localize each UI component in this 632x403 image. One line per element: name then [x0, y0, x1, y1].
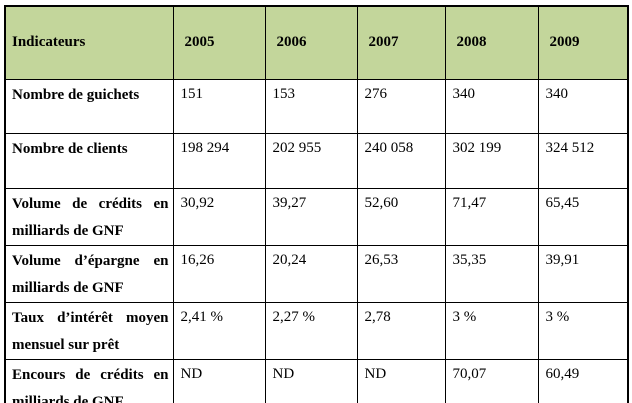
table-row-volume-credits: Volume de crédits en milliards de GNF 30…	[4, 187, 629, 246]
value-cell: 302 199	[444, 132, 539, 189]
value-cell: ND	[172, 358, 266, 403]
value-cell: 240 058	[356, 132, 446, 189]
header-cell-indicateurs: Indicateurs	[4, 5, 174, 80]
value-cell: 2,27 %	[264, 301, 358, 360]
value-cell: 39,27	[264, 187, 358, 246]
value-cell: 70,07	[444, 358, 539, 403]
value-cell: 71,47	[444, 187, 539, 246]
indicator-label-cell: Nombre de clients	[4, 132, 174, 189]
table-row-encours-credits: Encours de crédits en milliards de GNF N…	[4, 358, 629, 403]
value-cell: 3 %	[537, 301, 629, 360]
value-cell: 16,26	[172, 244, 266, 303]
value-cell: 202 955	[264, 132, 358, 189]
table-row-guichets: Nombre de guichets 151 153 276 340 340	[4, 78, 629, 134]
value-cell: 151	[172, 78, 266, 134]
value-cell: 20,24	[264, 244, 358, 303]
value-cell: 276	[356, 78, 446, 134]
value-cell: 324 512	[537, 132, 629, 189]
value-cell: 3 %	[444, 301, 539, 360]
header-cell-year-2007: 2007	[356, 5, 446, 80]
value-cell: 39,91	[537, 244, 629, 303]
indicators-table: Indicateurs 2005 2006 2007 2008 2009 Nom…	[4, 5, 629, 403]
indicator-label-cell: Nombre de guichets	[4, 78, 174, 134]
indicator-label-cell: Volume d’épargne en milliards de GNF	[4, 244, 174, 303]
header-row: Indicateurs 2005 2006 2007 2008 2009	[4, 5, 629, 80]
value-cell: 65,45	[537, 187, 629, 246]
value-cell: 340	[537, 78, 629, 134]
value-cell: 153	[264, 78, 358, 134]
header-cell-year-2005: 2005	[172, 5, 266, 80]
indicator-label-cell: Encours de crédits en milliards de GNF	[4, 358, 174, 403]
value-cell: 52,60	[356, 187, 446, 246]
value-cell: 340	[444, 78, 539, 134]
header-cell-year-2008: 2008	[444, 5, 539, 80]
table-row-clients: Nombre de clients 198 294 202 955 240 05…	[4, 132, 629, 189]
table-row-volume-epargne: Volume d’épargne en milliards de GNF 16,…	[4, 244, 629, 303]
value-cell: 2,41 %	[172, 301, 266, 360]
header-cell-year-2006: 2006	[264, 5, 358, 80]
indicator-label-cell: Volume de crédits en milliards de GNF	[4, 187, 174, 246]
table-row-taux-interet: Taux d’intérêt moyen mensuel sur prêt 2,…	[4, 301, 629, 360]
indicator-label-cell: Taux d’intérêt moyen mensuel sur prêt	[4, 301, 174, 360]
value-cell: 2,78	[356, 301, 446, 360]
value-cell: 26,53	[356, 244, 446, 303]
header-cell-year-2009: 2009	[537, 5, 629, 80]
value-cell: 198 294	[172, 132, 266, 189]
value-cell: 35,35	[444, 244, 539, 303]
value-cell: ND	[356, 358, 446, 403]
value-cell: 60,49	[537, 358, 629, 403]
value-cell: 30,92	[172, 187, 266, 246]
value-cell: ND	[264, 358, 358, 403]
